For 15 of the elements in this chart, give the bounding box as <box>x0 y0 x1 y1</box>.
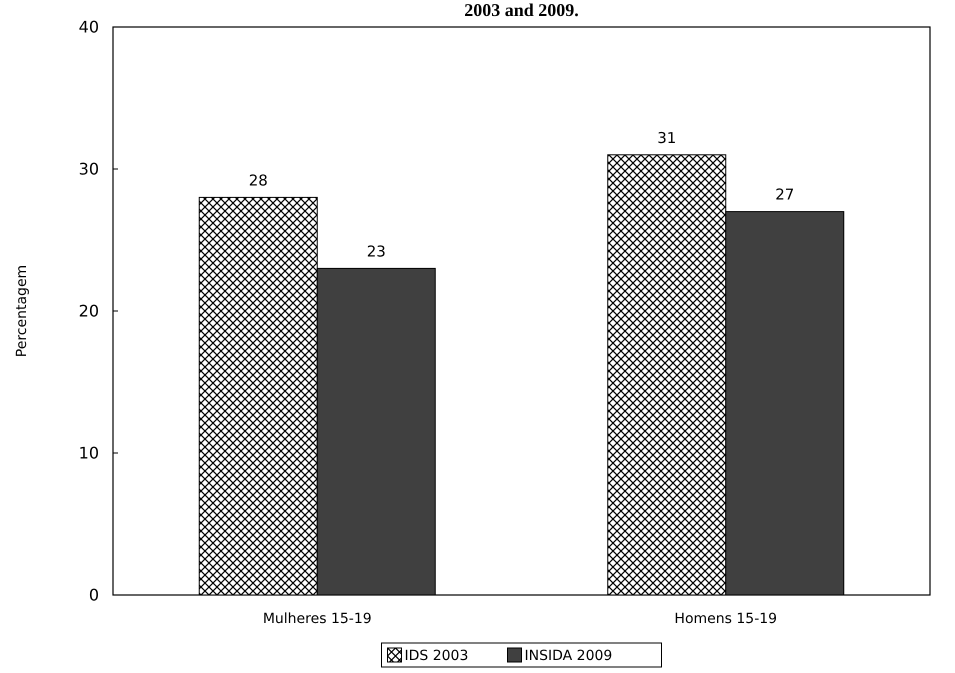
y-tick-label: 0 <box>88 586 99 605</box>
data-label: 27 <box>775 186 794 204</box>
y-tick-label: 10 <box>78 444 99 463</box>
data-label: 28 <box>248 171 268 190</box>
legend-label: IDS 2003 <box>404 648 468 664</box>
x-tick-label: Mulheres 15-19 <box>262 611 372 627</box>
y-tick-label: 20 <box>78 302 99 321</box>
y-axis-title: Percentagem <box>14 264 30 358</box>
y-tick-label: 40 <box>78 18 99 37</box>
data-label: 31 <box>657 128 676 147</box>
chart-title: 2003 and 2009. <box>464 0 579 20</box>
y-tick-label: 30 <box>78 160 99 179</box>
x-tick-label: Homens 15-19 <box>674 611 778 627</box>
legend-label: INSIDA 2009 <box>524 648 612 664</box>
data-label: 23 <box>366 242 386 260</box>
